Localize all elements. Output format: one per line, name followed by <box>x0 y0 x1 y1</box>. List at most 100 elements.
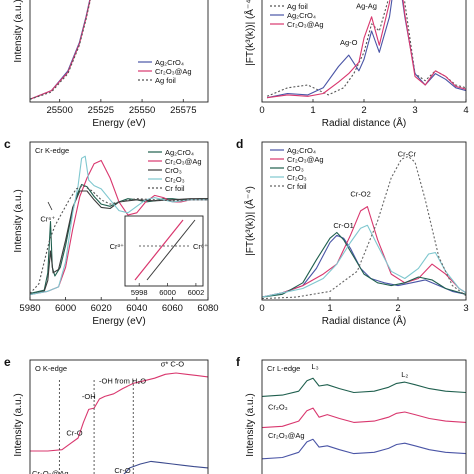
plot-area-b <box>266 0 466 99</box>
legend-label-b-2: Cr₂O₃@Ag <box>287 20 324 29</box>
annotation-b-1: Ag-Ag <box>356 1 377 10</box>
inset-line-cro3 <box>146 219 196 281</box>
xtick-label-a-3: 25575 <box>170 105 196 116</box>
frame-c <box>29 141 209 301</box>
xlabel-c: Energy (eV) <box>92 316 145 327</box>
annotation-e-3: Cr-O <box>66 428 82 437</box>
series-a-1 <box>30 0 91 100</box>
legend-label-c-4: Cr foil <box>165 184 185 193</box>
plot-area-e <box>30 372 208 474</box>
inset-frame <box>124 215 204 287</box>
plot-area-d <box>262 155 466 300</box>
ylabel-c: Intensity (a.u.) <box>13 189 24 252</box>
panel-letter-e: e <box>4 355 11 369</box>
frame-d <box>261 141 467 301</box>
legend-label-d-4: Cr foil <box>287 182 307 191</box>
panel-title-e: O K-edge <box>35 364 67 373</box>
legend-label-d-0: Ag₂CrO₄ <box>287 146 316 155</box>
annotation-f-1: L₂ <box>401 370 408 379</box>
inset-label-1: Cr⁶⁺ <box>193 242 208 251</box>
xtick-label-c-2: 6020 <box>91 303 112 314</box>
xtick-label-d-1: 1 <box>327 303 332 314</box>
legend-label-d-1: Cr₂O₃@Ag <box>287 155 324 164</box>
panel-title-f: Cr L-edge <box>267 364 300 373</box>
inset-line-cr2o3ag <box>134 219 184 281</box>
legend-label-c-2: CrO₃ <box>165 166 182 175</box>
xtick-label-c-1: 6000 <box>55 303 76 314</box>
plot-area-f <box>262 377 466 460</box>
panel-d: 0 1 2 3 Radial distance (Å) |FT(k³(k))| (Å⁻⁴)… <box>236 137 469 327</box>
xtick-label-b-2: 2 <box>361 105 366 116</box>
annotation-f-0: L₃ <box>311 362 318 371</box>
series-c-4 <box>30 185 208 294</box>
annotation-e-4: Cr-O <box>114 466 130 474</box>
series-a-2 <box>30 0 91 100</box>
xtick-label-b-1: 1 <box>310 105 315 116</box>
xtick-label-d-3: 3 <box>463 303 468 314</box>
annotation-d-0: Cr-Cr <box>398 149 417 158</box>
panel-b: 0 1 2 3 4 Radial distance (Å) |FT(k³(k))| (Å⁻⁴… <box>243 0 469 129</box>
panel-c: 5980 6000 6020 6040 6060 6080 Energy (eV) Inten… <box>4 137 219 327</box>
series-c-2 <box>30 190 208 296</box>
cr6-arrow <box>47 201 53 211</box>
xtick-label-b-0: 0 <box>259 105 264 116</box>
xtick-label-b-3: 3 <box>412 105 417 116</box>
ylabel-a: Intensity (a.u.) <box>13 0 24 63</box>
xtick-label-d-0: 0 <box>259 303 264 314</box>
legend-label-d-2: CrO₃ <box>287 164 304 173</box>
annotation-d-2: Cr-O1 <box>333 221 353 230</box>
annotation-b-0: Ag-O <box>340 38 358 47</box>
stack-label-f-0: Cr₂O₃ <box>268 402 288 411</box>
xtick-label-b-4: 4 <box>463 105 468 116</box>
series-label-e-0: Cr₂O₃@Ag <box>32 469 69 474</box>
plot-area-c <box>30 155 208 296</box>
series-a-0 <box>30 0 91 100</box>
xtick-label-c-3: 6040 <box>126 303 147 314</box>
xtick-label-c-0: 5980 <box>19 303 40 314</box>
inset-tick-label-2: 6002 <box>188 288 205 297</box>
series-d-1 <box>262 206 466 298</box>
legend-label-d-3: Cr₂O₃ <box>287 173 307 182</box>
series-f-1 <box>262 407 466 429</box>
frame-a <box>29 0 209 103</box>
panel-letter-d: d <box>236 137 243 151</box>
xtick-label-c-4: 6060 <box>162 303 183 314</box>
legend-label-a-0: Ag₂CrO₄ <box>155 58 184 67</box>
panel-title-c: Cr K-edge <box>35 146 69 155</box>
annotation-e-2: -OH <box>82 392 96 401</box>
xlabel-a: Energy (eV) <box>92 118 145 129</box>
xtick-label-c-5: 6080 <box>197 303 218 314</box>
annotation-c-0: Cr⁶⁺ <box>40 215 55 224</box>
panel-a: 25500 25525 25550 25575 Energy (eV) Intensity… <box>13 0 209 129</box>
xtick-label-a-0: 25500 <box>46 105 72 116</box>
series-f-2 <box>262 438 466 460</box>
plot-area-a <box>30 0 91 100</box>
panel-letter-c: c <box>4 137 11 151</box>
ylabel-b: |FT(k³(k))| (Å⁻⁴) <box>243 0 256 66</box>
series-b-1 <box>266 0 466 99</box>
panel-f: Intensity (a.u.) f Cr L-edge L₃ L₂ Cr₂O₃ Cr₂O₃… <box>236 355 467 474</box>
inset-c: Cr³⁺ Cr⁶⁺ 5998 6000 6002 <box>110 215 208 297</box>
series-f-0 <box>262 377 466 397</box>
series-d-2 <box>262 231 466 298</box>
series-d-4 <box>262 155 466 300</box>
legend-label-c-1: Cr₂O₃@Ag <box>165 157 202 166</box>
frame-e <box>29 359 209 474</box>
series-b-2 <box>267 0 466 99</box>
legend-label-a-2: Ag foil <box>155 76 176 85</box>
annotation-d-1: Cr-O2 <box>350 190 370 199</box>
annotation-e-1: -OH from H₂O <box>99 376 146 385</box>
inset-tick-label-1: 6000 <box>159 288 176 297</box>
series-e-0 <box>30 372 208 452</box>
xtick-label-a-2: 25550 <box>129 105 155 116</box>
series-d-3 <box>262 224 466 298</box>
panel-letter-f: f <box>236 355 241 369</box>
legend-label-c-3: Cr₂O₃ <box>165 175 185 184</box>
ylabel-e: Intensity (a.u.) <box>13 393 24 456</box>
inset-label-0: Cr³⁺ <box>110 242 124 251</box>
